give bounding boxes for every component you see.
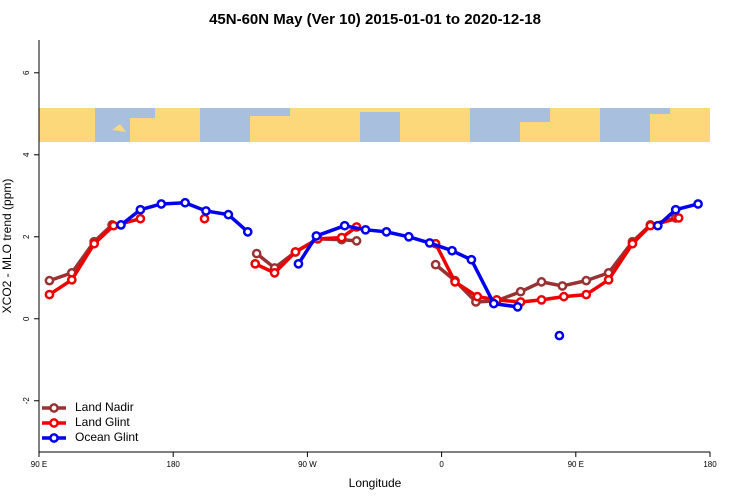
data-point <box>360 224 371 235</box>
data-point <box>290 247 301 257</box>
series-line <box>48 217 141 297</box>
data-point <box>559 291 569 302</box>
data-point <box>603 274 614 285</box>
data-point <box>351 236 362 246</box>
data-point <box>512 302 523 312</box>
data-point <box>66 274 77 285</box>
x-axis-label: Longitude <box>349 476 402 490</box>
data-point <box>670 204 681 215</box>
data-point <box>251 248 262 259</box>
data-point <box>293 258 304 269</box>
data-point <box>223 209 234 220</box>
data-point <box>116 220 126 230</box>
data-point <box>645 220 656 231</box>
data-point <box>515 286 526 297</box>
data-point <box>450 277 460 287</box>
data-point <box>311 231 322 241</box>
data-point <box>336 232 347 243</box>
data-point <box>447 245 457 256</box>
legend-label: Land Nadir <box>75 400 134 414</box>
data-point <box>269 268 280 278</box>
data-point <box>156 199 167 209</box>
data-point <box>135 213 146 224</box>
data-point <box>339 220 350 231</box>
chart-title: 45N-60N May (Ver 10) 2015-01-01 to 2020-… <box>209 11 541 28</box>
x-tick-label: 90 W <box>298 460 317 469</box>
legend-label: Land Glint <box>75 415 130 429</box>
data-point <box>403 231 414 242</box>
y-tick-label: 0 <box>22 316 31 321</box>
data-point <box>652 220 663 231</box>
data-point <box>44 275 55 286</box>
data-point <box>581 275 592 286</box>
data-point <box>554 330 565 341</box>
data-point <box>201 206 211 216</box>
legend-marker <box>49 418 59 428</box>
data-point <box>536 277 547 287</box>
data-point <box>466 254 477 265</box>
data-point <box>673 213 684 223</box>
data-point <box>693 199 703 209</box>
x-tick-label: 180 <box>167 460 181 469</box>
data-point <box>250 258 261 269</box>
series-line <box>48 223 114 283</box>
data-point <box>557 281 568 291</box>
data-point <box>472 291 483 302</box>
y-tick-label: -2 <box>22 397 31 405</box>
data-point <box>536 295 547 305</box>
data-point <box>180 197 190 208</box>
data-point <box>199 213 210 224</box>
data-point <box>44 289 55 300</box>
legend-label: Ocean Glint <box>75 430 139 444</box>
data-point <box>581 289 592 300</box>
map-band <box>39 108 710 142</box>
legend-marker <box>49 433 59 443</box>
y-tick-label: 4 <box>22 152 31 157</box>
x-tick-label: 90 E <box>31 460 47 469</box>
legend-marker <box>49 403 59 413</box>
data-point <box>89 238 100 249</box>
data-point <box>627 238 638 249</box>
data-point <box>108 220 119 231</box>
data-point <box>242 227 253 237</box>
data-point <box>381 227 392 237</box>
y-axis-label: XCO2 - MLO trend (ppm) <box>0 179 14 314</box>
data-point <box>430 259 441 270</box>
x-tick-label: 90 E <box>568 460 584 469</box>
data-point <box>424 238 435 248</box>
y-tick-label: 6 <box>22 70 31 75</box>
x-tick-label: 0 <box>439 460 444 469</box>
x-tick-label: 180 <box>703 460 717 469</box>
y-tick-label: 2 <box>22 234 31 239</box>
data-point <box>135 204 146 215</box>
data-point <box>488 298 499 309</box>
